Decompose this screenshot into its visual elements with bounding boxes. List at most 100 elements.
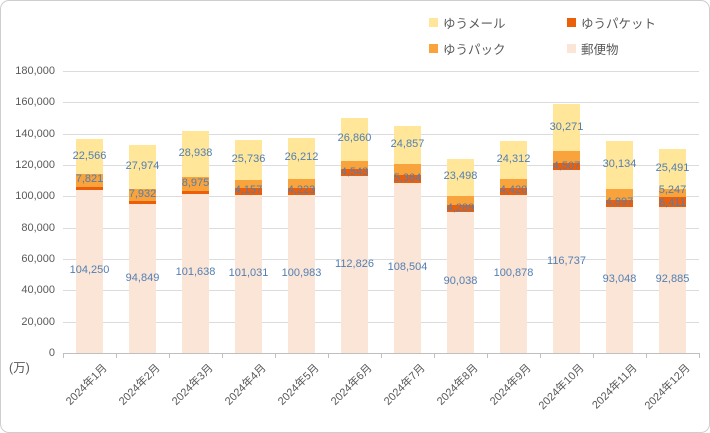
data-label: 8,975 [181,176,210,189]
gridline [63,227,699,229]
bar-segment [447,195,474,206]
bar-segment [341,118,368,161]
x-axis-tick [540,353,541,358]
x-axis-tick [699,353,700,358]
plot-area: 104,250 7,821 22,566 94,849 7,932 27,974 101,6… [63,71,699,353]
bar-segment [129,188,156,202]
legend-item: ゆうパケット [567,13,701,32]
y-axis-tick-label: 160,000 [15,96,55,109]
bar-segment [235,140,262,181]
bar-segment [500,188,527,195]
data-label: 7,821 [75,173,104,186]
bar-segment [182,193,209,353]
data-label: 25,491 [655,162,690,175]
x-axis-tick [63,353,64,358]
bar-segment [182,176,209,191]
data-label: 104,250 [69,264,110,277]
y-axis-tick-label: 120,000 [15,159,55,171]
bar-segment [341,176,368,353]
data-label: 94,849 [125,271,160,284]
legend-item: ゆうメール [429,13,563,32]
data-label: 4,223 [287,184,316,197]
data-label: 23,498 [443,170,478,183]
data-label: 7,932 [128,188,157,201]
data-label: 5,247 [658,184,687,197]
bar-segment [553,151,580,164]
bar-segment [659,207,686,353]
x-axis-tick [434,353,435,358]
bar-segment [553,170,580,353]
data-label: 27,974 [125,159,160,172]
data-label: 92,885 [655,273,690,286]
bar-segment [553,103,580,152]
y-axis-tick-label: 20,000 [21,315,55,328]
data-label: 30,271 [549,120,584,133]
bar-segment [553,163,580,171]
gridline [63,259,699,260]
bar-segment [659,197,686,208]
data-label: 116,737 [547,254,586,267]
y-axis-tick-label: 0 [48,347,55,359]
y-axis-unit-label: (万) [9,361,30,375]
bar-segment [606,188,633,200]
bar-segment [500,179,527,189]
y-axis-tick-label: 140,000 [15,127,55,140]
bar-segment [606,199,633,208]
bar-segment [288,137,315,179]
x-axis-tick [275,353,276,358]
data-label: 112,826 [335,257,374,270]
gridline [63,321,699,323]
x-axis-tick [593,353,594,358]
x-axis-tick [169,353,170,358]
bar-segment [659,149,686,190]
bar-segment [182,131,209,177]
bar-segment [235,188,262,195]
x-axis-tick [646,353,647,358]
data-label: 101,638 [175,266,216,279]
legend-label: ゆうパケット [581,17,657,31]
data-label: 101,031 [228,266,269,279]
bar-segment [76,189,103,353]
gridline [63,133,699,135]
y-axis-tick-label: 180,000 [15,65,55,77]
bar-segment [341,160,368,170]
gridline [63,102,699,104]
legend-swatch-icon [429,44,438,53]
legend-item: ゆうパック [429,39,563,58]
bar-segment [500,194,527,353]
bar-segment [288,194,315,353]
data-label: 25,736 [231,153,266,166]
bar-segment [447,159,474,196]
data-label: 4,157 [234,184,263,197]
data-label: 26,212 [284,151,319,164]
bar-segment [288,188,315,195]
bar-segment [394,183,421,353]
data-label: 100,878 [493,266,534,279]
data-label: 6,411 [659,197,686,210]
legend-swatch-icon [429,18,438,27]
data-label: 24,312 [496,153,531,166]
data-label: 4,543 [340,165,369,178]
data-label: 5,364 [393,171,422,184]
bar-segment [129,204,156,353]
data-label: 22,566 [72,149,107,162]
y-axis-tick-label: 100,000 [15,190,55,203]
y-axis-tick-label: 60,000 [21,253,55,265]
data-label: 30,134 [602,157,637,170]
y-axis-tick-label: 80,000 [21,221,55,234]
x-axis-tick [381,353,382,358]
bar-segment [606,207,633,353]
gridline [63,290,699,292]
data-label: 108,504 [387,261,428,273]
legend-label: ゆうメール [443,17,506,31]
data-label: 4,507 [552,159,581,172]
legend-swatch-icon [567,44,576,53]
x-axis-tick [222,353,223,358]
gridline [63,71,699,72]
legend-label: 郵便物 [581,43,619,57]
x-axis-tick [328,353,329,358]
data-label: 4,289 [446,201,475,214]
bar-segment [606,141,633,189]
bar-segment [288,178,315,189]
